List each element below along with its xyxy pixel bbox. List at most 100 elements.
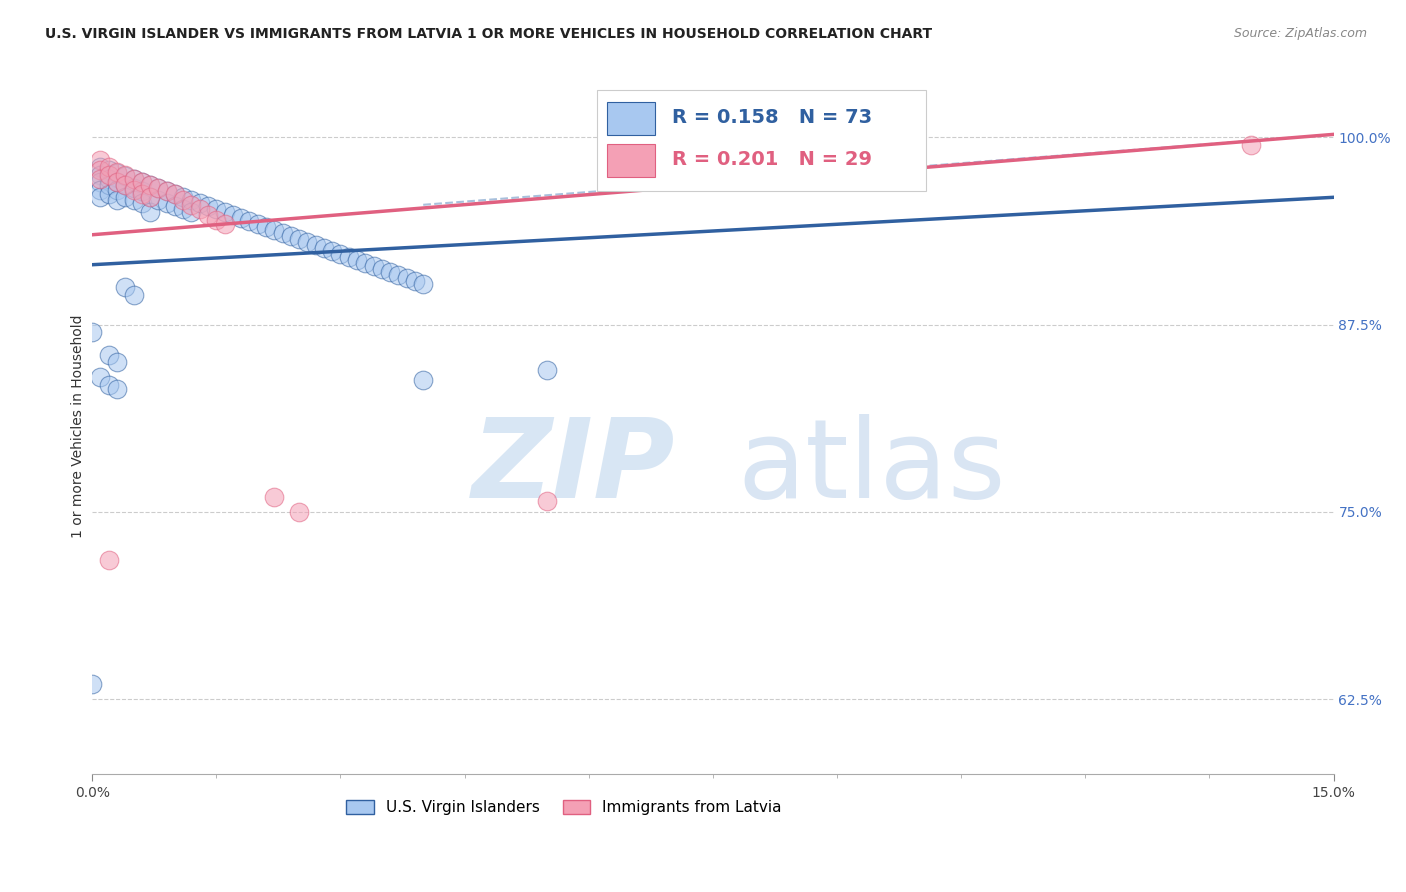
Point [114,280,136,294]
Point [205,202,228,217]
Point [97,161,120,175]
Point [105,382,128,396]
Point [122,183,145,197]
Point [205,212,228,227]
Point [105,355,128,369]
Point [97,178,120,193]
Text: U.S. VIRGIN ISLANDER VS IMMIGRANTS FROM LATVIA 1 OR MORE VEHICLES IN HOUSEHOLD C: U.S. VIRGIN ISLANDER VS IMMIGRANTS FROM … [45,27,932,41]
Point [180,194,202,208]
Text: Source: ZipAtlas.com: Source: ZipAtlas.com [1233,27,1367,40]
Point [329,247,352,261]
Point [280,229,302,244]
Point [214,205,236,219]
Point [163,187,186,202]
Point [122,172,145,186]
Point [114,169,136,184]
Point [139,190,162,204]
Point [82,325,104,339]
Point [371,262,394,277]
Point [378,265,401,279]
Point [536,362,558,376]
Point [148,181,170,195]
Point [114,168,136,182]
Point [312,241,335,255]
FancyBboxPatch shape [598,90,927,191]
Point [404,274,426,288]
Point [337,250,360,264]
Point [363,259,385,273]
Text: R = 0.201   N = 29: R = 0.201 N = 29 [672,150,872,169]
Point [131,175,153,189]
Point [180,205,202,219]
Point [197,199,219,213]
Point [131,196,153,211]
Point [197,208,219,222]
FancyBboxPatch shape [607,102,655,136]
Point [89,370,111,384]
Point [304,238,326,252]
Point [105,175,128,189]
Point [222,208,245,222]
Point [536,494,558,508]
Point [97,348,120,362]
Point [163,199,186,213]
Point [105,166,128,180]
Point [114,178,136,193]
Point [148,181,170,195]
Point [89,163,111,178]
Point [395,271,418,285]
Point [188,196,211,211]
Text: ZIP: ZIP [472,414,676,521]
Point [122,181,145,195]
Point [354,256,377,270]
Point [131,187,153,202]
Point [1240,137,1263,152]
Point [156,184,179,198]
Point [89,172,111,186]
Point [231,211,253,226]
Point [139,178,162,193]
Point [89,190,111,204]
Point [263,490,285,504]
Point [97,163,120,178]
Legend: U.S. Virgin Islanders, Immigrants from Latvia: U.S. Virgin Islanders, Immigrants from L… [346,800,782,815]
Point [97,377,120,392]
Point [163,187,186,202]
Point [89,168,111,182]
Point [114,178,136,193]
Point [97,168,120,182]
Point [346,253,368,268]
Point [263,223,285,237]
Point [105,165,128,179]
Point [412,373,434,387]
Point [412,277,434,292]
Point [156,184,179,198]
Point [89,153,111,167]
Point [82,677,104,691]
Point [139,178,162,193]
Y-axis label: 1 or more Vehicles in Household: 1 or more Vehicles in Household [72,314,86,538]
Point [156,196,179,211]
Point [148,194,170,208]
Point [89,161,111,175]
Point [122,194,145,208]
Point [114,190,136,204]
Point [139,205,162,219]
Point [139,190,162,204]
Point [288,505,311,519]
Point [97,187,120,202]
Point [105,194,128,208]
Point [288,232,311,246]
Text: atlas: atlas [738,414,1007,521]
Point [97,553,120,567]
Point [321,244,343,259]
Point [89,175,111,189]
Point [172,202,194,217]
Text: R = 0.158   N = 73: R = 0.158 N = 73 [672,108,872,128]
Point [89,183,111,197]
Point [188,202,211,217]
Point [246,217,269,231]
FancyBboxPatch shape [607,144,655,178]
Point [131,184,153,198]
Point [214,217,236,231]
